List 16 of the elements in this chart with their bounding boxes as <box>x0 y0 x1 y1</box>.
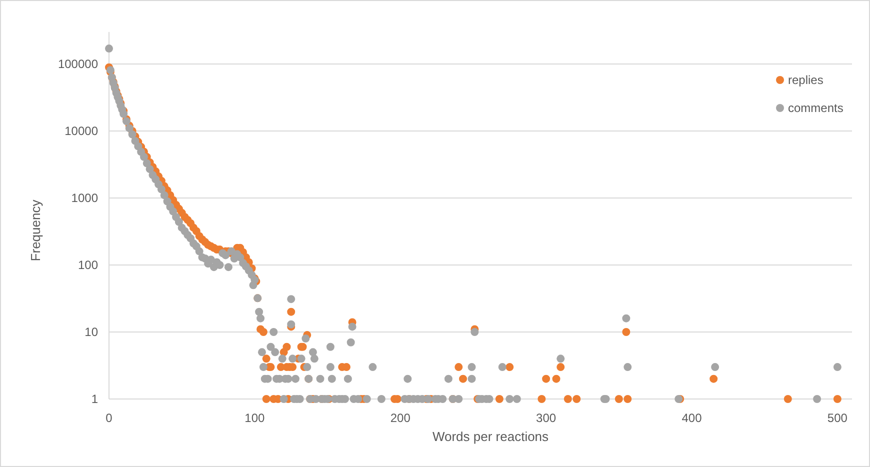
y-axis-title: Frequency <box>28 199 43 262</box>
x-tick-label: 500 <box>827 411 848 426</box>
x-tick-label: 300 <box>536 411 556 426</box>
y-tick-label: 1000 <box>71 191 98 206</box>
y-tick-label: 10 <box>84 325 98 340</box>
y-tick-label: 1 <box>91 392 98 406</box>
legend-label: replies <box>788 73 824 88</box>
x-tick-label: 100 <box>244 411 266 426</box>
x-tick-label: 400 <box>682 411 702 426</box>
y-tick-label: 10000 <box>64 124 98 138</box>
legend-label: comments <box>788 101 844 116</box>
x-axis-title: Words per reactions <box>432 429 550 444</box>
x-tick-label: 0 <box>106 411 113 426</box>
x-tick-label: 200 <box>390 411 411 426</box>
y-tick-label: 100000 <box>58 57 98 72</box>
y-tick-label: 100 <box>78 258 98 272</box>
